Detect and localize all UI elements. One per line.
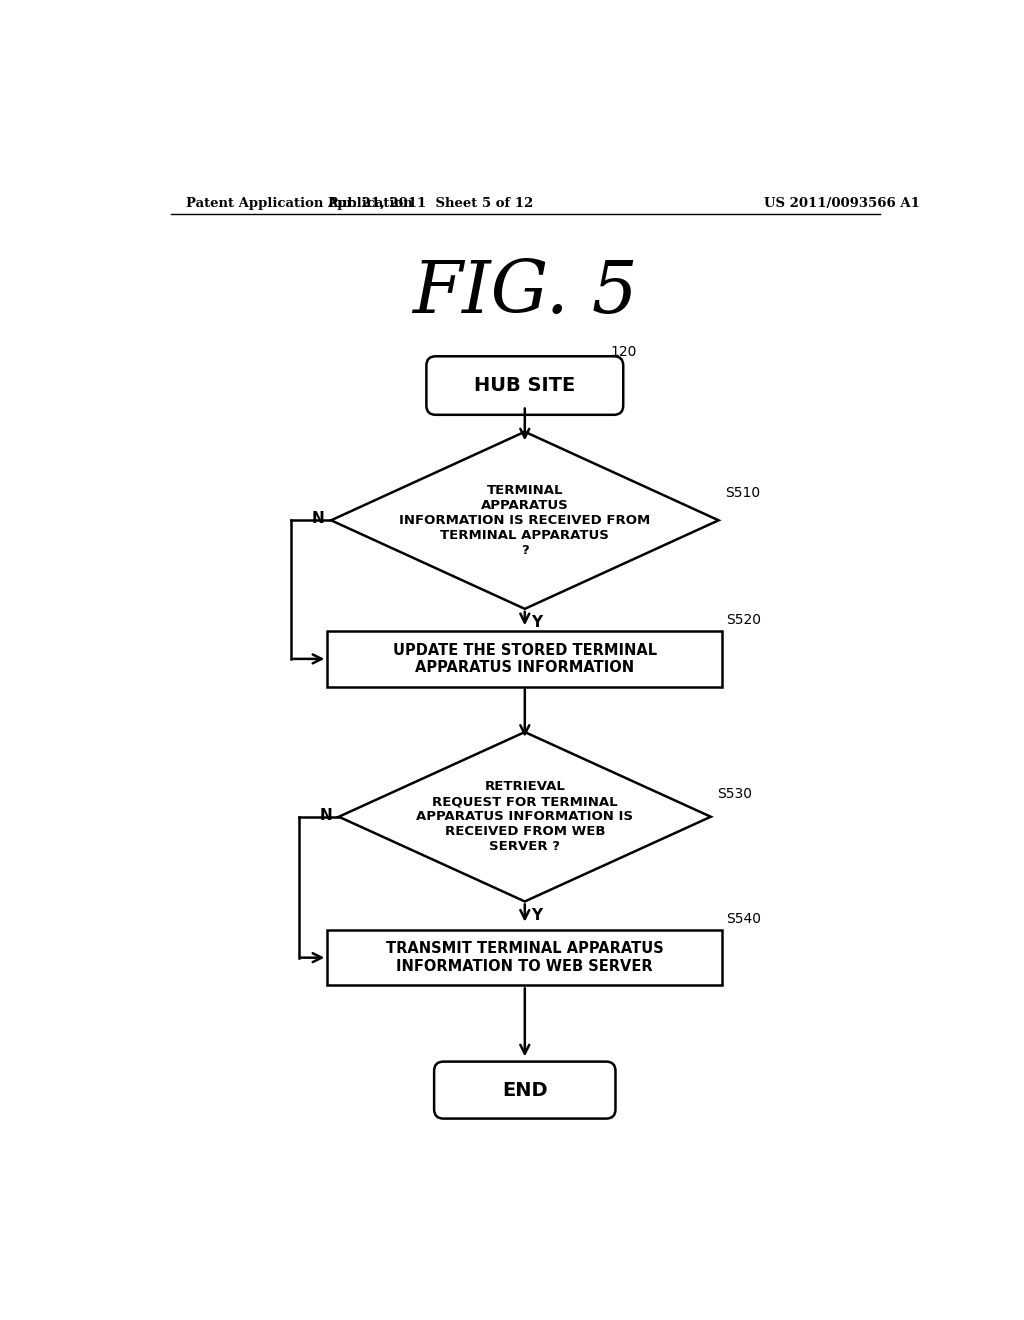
Text: Y: Y [531,908,542,923]
Bar [328,929,722,985]
Bar [328,631,722,686]
FancyBboxPatch shape [426,356,624,414]
Text: FIG. 5: FIG. 5 [412,257,638,329]
Text: S520: S520 [726,614,761,627]
Text: HUB SITE: HUB SITE [474,376,575,395]
Text: Patent Application Publication: Patent Application Publication [186,197,413,210]
Text: TERMINAL
APPARATUS
INFORMATION IS RECEIVED FROM
TERMINAL APPARATUS
?: TERMINAL APPARATUS INFORMATION IS RECEIV… [399,484,650,557]
Polygon shape [339,733,711,902]
Text: S510: S510 [725,486,760,500]
Text: Apr. 21, 2011  Sheet 5 of 12: Apr. 21, 2011 Sheet 5 of 12 [327,197,534,210]
Text: N: N [319,808,333,822]
Text: END: END [502,1081,548,1100]
Text: 120: 120 [610,346,637,359]
Text: S540: S540 [726,912,761,927]
Text: N: N [312,511,325,527]
Polygon shape [331,432,719,609]
Text: US 2011/0093566 A1: US 2011/0093566 A1 [764,197,920,210]
Text: TRANSMIT TERMINAL APPARATUS
INFORMATION TO WEB SERVER: TRANSMIT TERMINAL APPARATUS INFORMATION … [386,941,664,974]
Text: Y: Y [531,615,542,630]
Text: UPDATE THE STORED TERMINAL
APPARATUS INFORMATION: UPDATE THE STORED TERMINAL APPARATUS INF… [393,643,656,675]
Text: RETRIEVAL
REQUEST FOR TERMINAL
APPARATUS INFORMATION IS
RECEIVED FROM WEB
SERVER: RETRIEVAL REQUEST FOR TERMINAL APPARATUS… [417,780,633,853]
Text: S530: S530 [717,787,752,801]
FancyBboxPatch shape [434,1061,615,1118]
